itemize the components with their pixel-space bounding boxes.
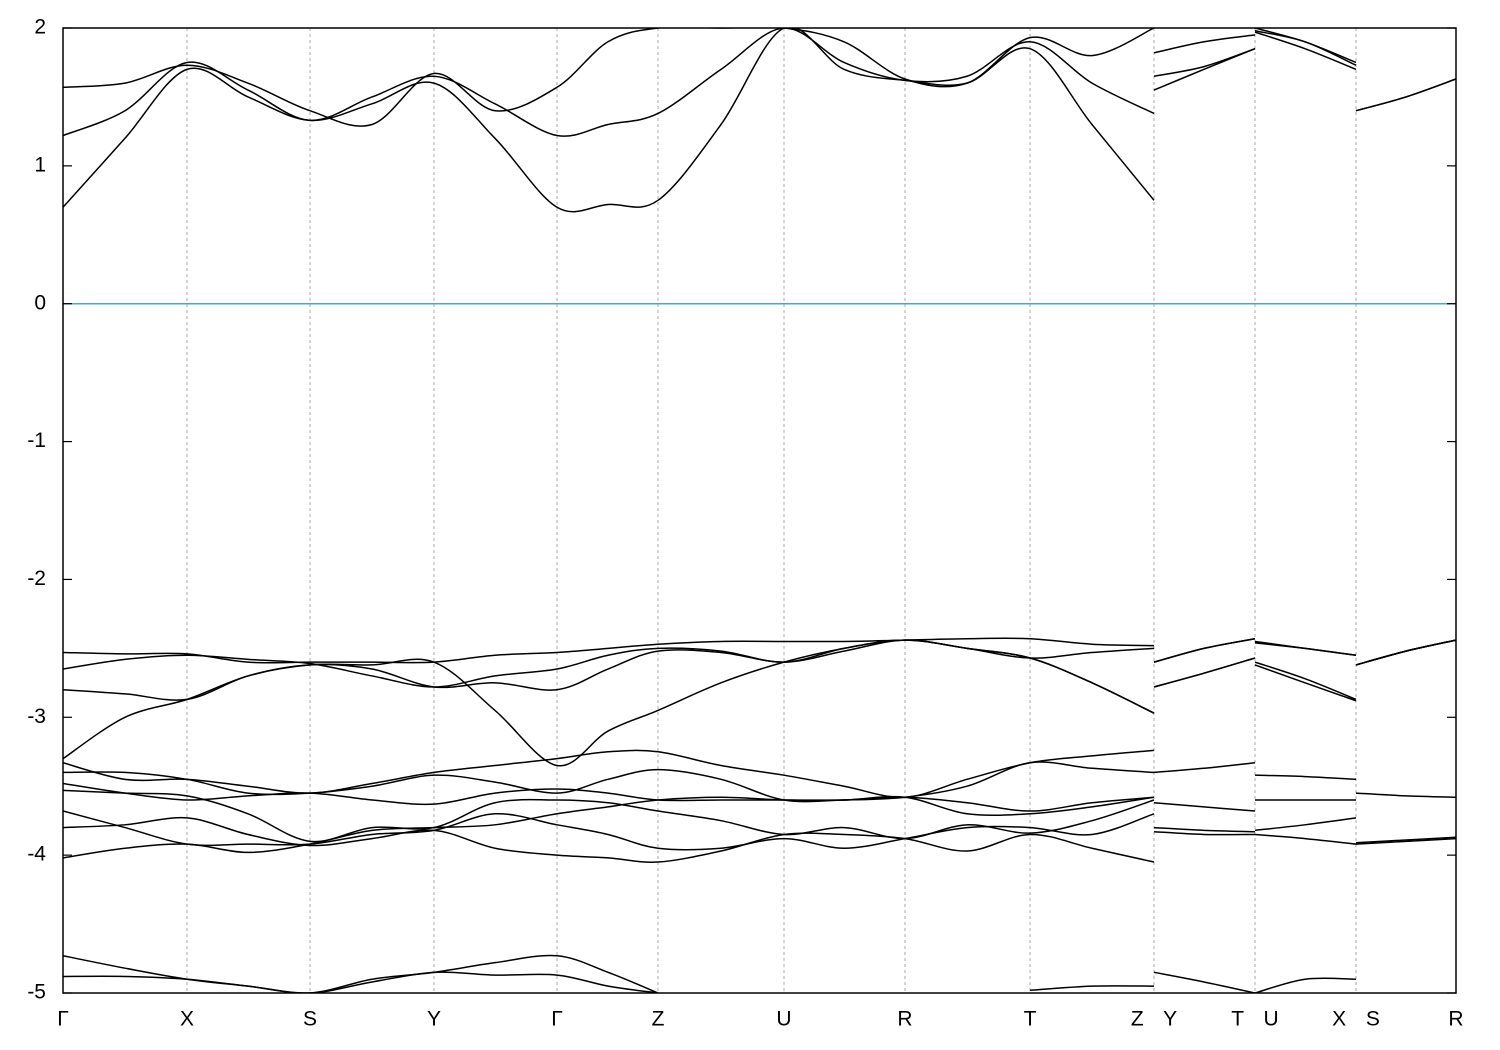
band-line <box>63 639 1456 714</box>
y-tick-label: -2 <box>27 567 46 590</box>
band-line <box>63 789 1357 845</box>
y-tick-label: -5 <box>27 981 46 1004</box>
band-line <box>63 28 1456 137</box>
y-tick-label: -3 <box>27 705 46 728</box>
y-tick-label: 0 <box>34 291 46 314</box>
bands <box>63 28 1456 993</box>
band-line <box>63 971 659 993</box>
x-tick-label: Γ <box>551 1008 563 1031</box>
x-tick-label: T <box>1024 1008 1037 1031</box>
band-line <box>63 761 1456 845</box>
band-line <box>63 749 1456 798</box>
x-tick-label: X <box>180 1008 194 1031</box>
x-tick-label: X S <box>1332 1008 1380 1031</box>
grid <box>62 28 1457 993</box>
x-tick-label: R <box>1448 1008 1463 1031</box>
x-tick-label: Y <box>427 1008 441 1031</box>
x-tick-label: S <box>303 1008 317 1031</box>
band-line <box>63 28 1357 127</box>
labels: -5 -4 -3 -2 -1 0 1 2 Γ X S Y Γ Z U R T Z Y T U X S R <box>27 16 1463 1031</box>
y-tick-label: 2 <box>34 16 46 39</box>
band-line <box>63 795 1155 859</box>
band-line <box>63 637 1456 688</box>
plot-frame <box>62 27 1457 994</box>
band-line <box>63 810 1155 851</box>
x-tick-label: Γ <box>57 1008 69 1031</box>
band-line <box>63 28 1456 213</box>
x-tick-label: U <box>776 1008 791 1031</box>
y-tick-label: 1 <box>34 153 46 176</box>
x-tick-label: Z Y <box>1131 1008 1177 1031</box>
band-line <box>63 782 1456 844</box>
x-tick-label: R <box>897 1008 912 1031</box>
band-line <box>63 816 1155 863</box>
x-tick-label: T U <box>1231 1008 1278 1031</box>
band-line <box>63 639 1456 767</box>
y-tick-label: -4 <box>27 843 46 866</box>
x-tick-label: Z <box>652 1008 665 1031</box>
band-line <box>63 954 1357 993</box>
y-tick-label: -1 <box>27 429 46 452</box>
